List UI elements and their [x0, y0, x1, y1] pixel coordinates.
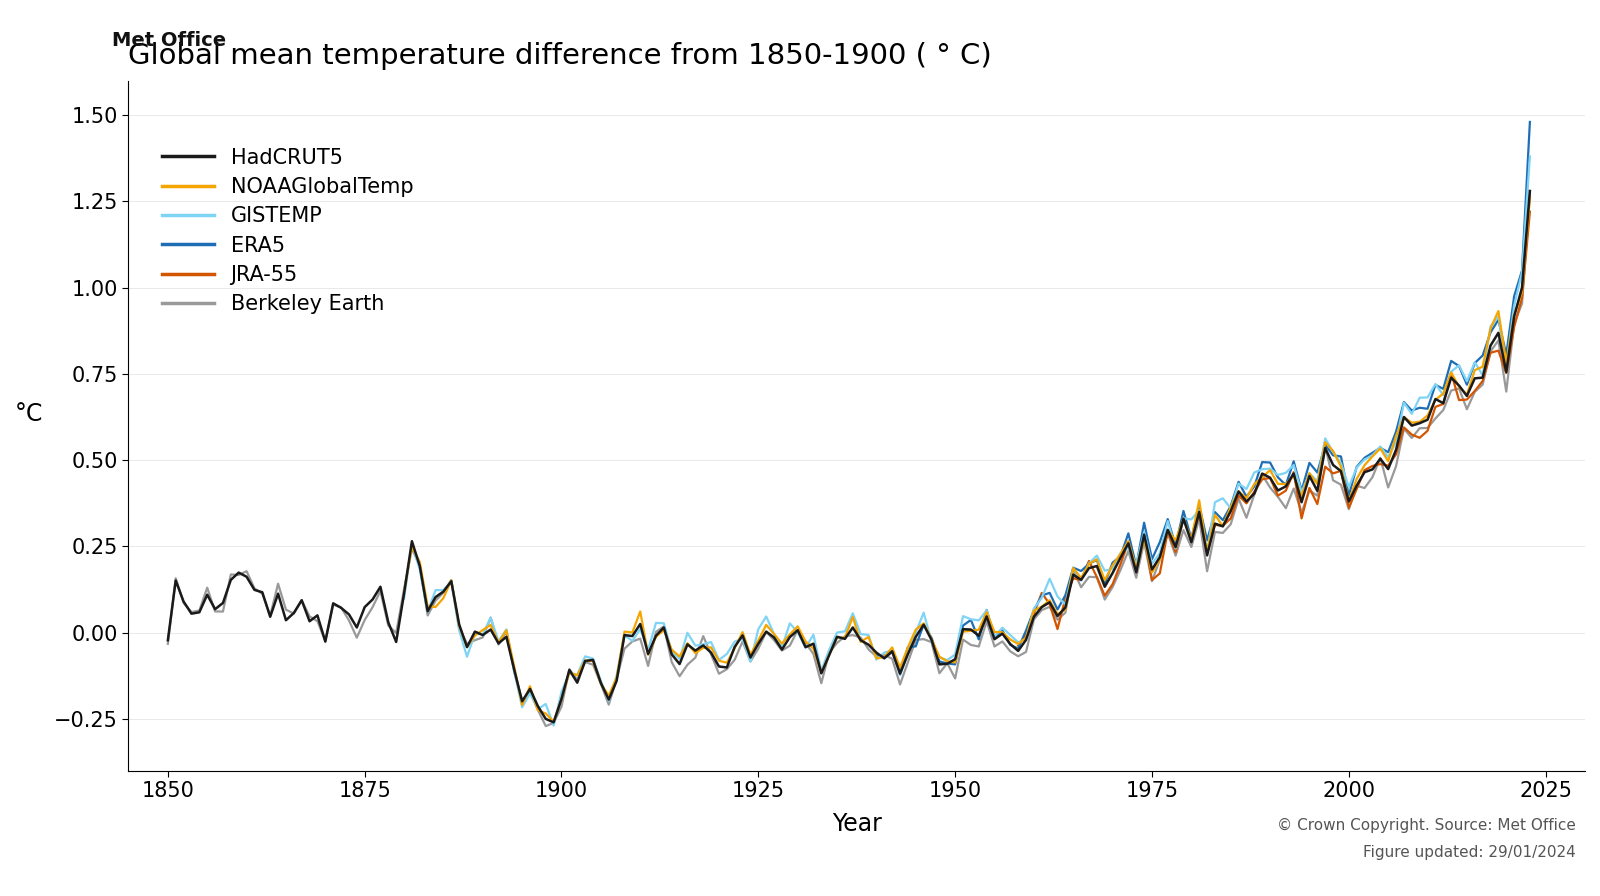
- Text: © Crown Copyright. Source: Met Office: © Crown Copyright. Source: Met Office: [1277, 818, 1576, 833]
- X-axis label: Year: Year: [832, 812, 882, 836]
- Y-axis label: °C: °C: [14, 401, 43, 426]
- Legend: HadCRUT5, NOAAGlobalTemp, GISTEMP, ERA5, JRA-55, Berkeley Earth: HadCRUT5, NOAAGlobalTemp, GISTEMP, ERA5,…: [154, 139, 421, 323]
- Text: Met Office: Met Office: [112, 31, 226, 50]
- Text: Figure updated: 29/01/2024: Figure updated: 29/01/2024: [1363, 845, 1576, 860]
- Text: Global mean temperature difference from 1850-1900 ( ° C): Global mean temperature difference from …: [128, 42, 992, 70]
